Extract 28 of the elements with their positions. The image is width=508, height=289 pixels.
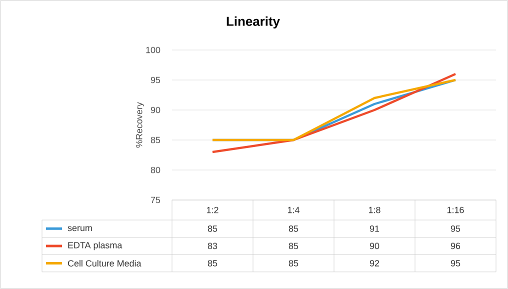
- y-axis-title: %Recovery: [136, 102, 144, 148]
- legend-label: EDTA plasma: [68, 242, 122, 250]
- data-label: 85: [208, 225, 218, 232]
- y-tick-label: 90: [150, 106, 160, 114]
- x-tick-label: 1:2: [206, 206, 218, 214]
- y-tick-label: 80: [150, 166, 160, 174]
- x-tick-label: 1:8: [368, 206, 380, 214]
- legend-label: serum: [68, 226, 92, 232]
- y-tick-label: 85: [150, 136, 160, 144]
- y-tick-label: 95: [150, 76, 160, 84]
- y-tick-label: 75: [150, 196, 160, 204]
- data-label: 95: [450, 225, 460, 232]
- data-label: 85: [288, 242, 298, 250]
- data-label: 83: [208, 242, 218, 250]
- x-tick-label: 1:4: [288, 206, 300, 214]
- data-label: 85: [288, 225, 298, 232]
- data-label: 91: [370, 225, 380, 232]
- legend-label: Cell Culture Media: [68, 260, 142, 267]
- line-series: [211, 72, 457, 154]
- data-label: 85: [288, 260, 298, 266]
- data-label: 85: [208, 260, 218, 266]
- chart-title: Linearity: [226, 16, 280, 28]
- x-tick-label: 1:16: [447, 206, 464, 214]
- y-tick-label: 100: [146, 46, 160, 54]
- data-label: 90: [370, 242, 380, 250]
- data-label: 96: [450, 242, 460, 250]
- data-label: 92: [370, 260, 380, 266]
- data-label: 95: [450, 260, 460, 266]
